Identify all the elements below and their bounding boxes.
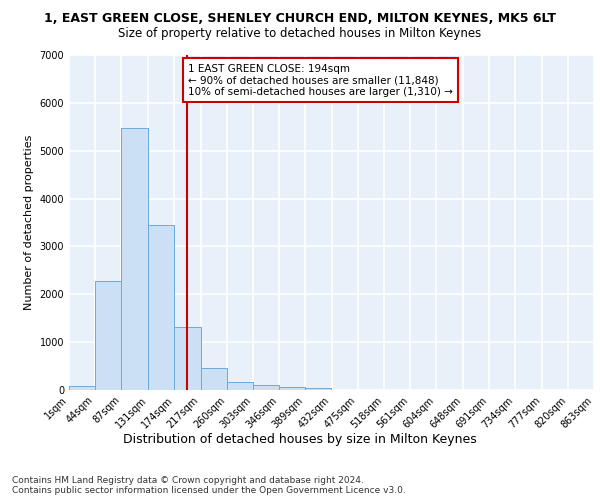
Bar bbox=[279, 387, 305, 390]
Y-axis label: Number of detached properties: Number of detached properties bbox=[24, 135, 34, 310]
Text: 1 EAST GREEN CLOSE: 194sqm
← 90% of detached houses are smaller (11,848)
10% of : 1 EAST GREEN CLOSE: 194sqm ← 90% of deta… bbox=[188, 64, 452, 97]
Bar bbox=[305, 388, 331, 390]
Text: Distribution of detached houses by size in Milton Keynes: Distribution of detached houses by size … bbox=[123, 432, 477, 446]
Bar bbox=[200, 368, 227, 390]
Text: Size of property relative to detached houses in Milton Keynes: Size of property relative to detached ho… bbox=[118, 28, 482, 40]
Bar bbox=[148, 226, 175, 390]
Text: 1, EAST GREEN CLOSE, SHENLEY CHURCH END, MILTON KEYNES, MK5 6LT: 1, EAST GREEN CLOSE, SHENLEY CHURCH END,… bbox=[44, 12, 556, 26]
Bar bbox=[121, 128, 148, 390]
Bar bbox=[69, 386, 95, 390]
Bar bbox=[253, 385, 279, 390]
Bar bbox=[95, 281, 121, 390]
Text: Contains HM Land Registry data © Crown copyright and database right 2024.
Contai: Contains HM Land Registry data © Crown c… bbox=[12, 476, 406, 495]
Bar bbox=[175, 327, 200, 390]
Bar bbox=[227, 382, 253, 390]
